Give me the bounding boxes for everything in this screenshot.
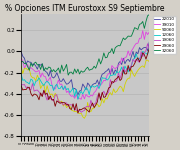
29060 [148, 48, 150, 50]
32060 [67, 74, 69, 76]
12060 [100, 83, 102, 85]
29060 [104, 96, 107, 98]
12060 [135, 53, 137, 55]
32060 [20, 61, 22, 63]
22010 [100, 78, 102, 80]
90060 [20, 66, 22, 67]
12060 [104, 77, 107, 79]
29060 [77, 112, 79, 114]
32060 [148, 14, 150, 16]
90060 [98, 106, 100, 108]
29060 [135, 59, 137, 61]
29060 [78, 108, 81, 110]
22010 [78, 90, 81, 92]
90060 [109, 92, 111, 94]
39010 [77, 98, 79, 100]
32060 [135, 28, 137, 29]
39010 [98, 84, 100, 86]
12060 [109, 74, 111, 76]
32060 [78, 73, 81, 75]
32060 [100, 63, 102, 65]
Title: % Opciones ITM Eurostoxx S9 Septiembre: % Opciones ITM Eurostoxx S9 Septiembre [5, 4, 165, 13]
22010 [148, 41, 150, 43]
22010 [135, 51, 137, 53]
19060 [109, 79, 111, 81]
19060 [77, 110, 79, 111]
Legend: 22010, 39010, 90060, 12060, 19060, 29060, 32060: 22010, 39010, 90060, 12060, 19060, 29060… [153, 16, 176, 54]
29060 [109, 86, 111, 88]
39010 [100, 84, 102, 86]
39010 [20, 57, 22, 59]
32060 [104, 57, 107, 59]
22010 [104, 71, 107, 73]
29060 [20, 85, 22, 87]
19060 [80, 111, 82, 113]
Line: 39010: 39010 [21, 31, 149, 99]
22010 [20, 51, 22, 53]
Line: 12060: 12060 [21, 46, 149, 99]
22010 [109, 74, 111, 75]
29060 [98, 92, 100, 94]
90060 [100, 104, 102, 106]
12060 [20, 74, 22, 75]
Line: 90060: 90060 [21, 60, 149, 118]
39010 [135, 42, 137, 44]
22010 [77, 94, 79, 96]
Line: 22010: 22010 [21, 42, 149, 95]
19060 [100, 97, 102, 99]
32060 [109, 51, 111, 53]
19060 [104, 94, 107, 96]
39010 [104, 80, 107, 82]
12060 [78, 93, 81, 95]
Line: 32060: 32060 [21, 15, 149, 75]
90060 [147, 59, 149, 61]
12060 [148, 45, 150, 47]
39010 [109, 72, 111, 74]
19060 [98, 93, 100, 95]
29060 [100, 99, 102, 101]
90060 [77, 112, 79, 114]
12060 [98, 88, 100, 90]
90060 [135, 72, 137, 74]
19060 [148, 49, 150, 50]
Line: 19060: 19060 [21, 44, 149, 112]
22010 [98, 84, 100, 86]
39010 [80, 98, 82, 100]
19060 [135, 58, 137, 60]
19060 [147, 43, 149, 45]
Line: 29060: 29060 [21, 49, 149, 113]
32060 [98, 58, 100, 60]
39010 [142, 30, 144, 32]
39010 [148, 31, 150, 33]
12060 [77, 99, 79, 100]
90060 [148, 61, 150, 63]
19060 [20, 83, 22, 85]
90060 [104, 97, 107, 99]
90060 [83, 117, 86, 119]
